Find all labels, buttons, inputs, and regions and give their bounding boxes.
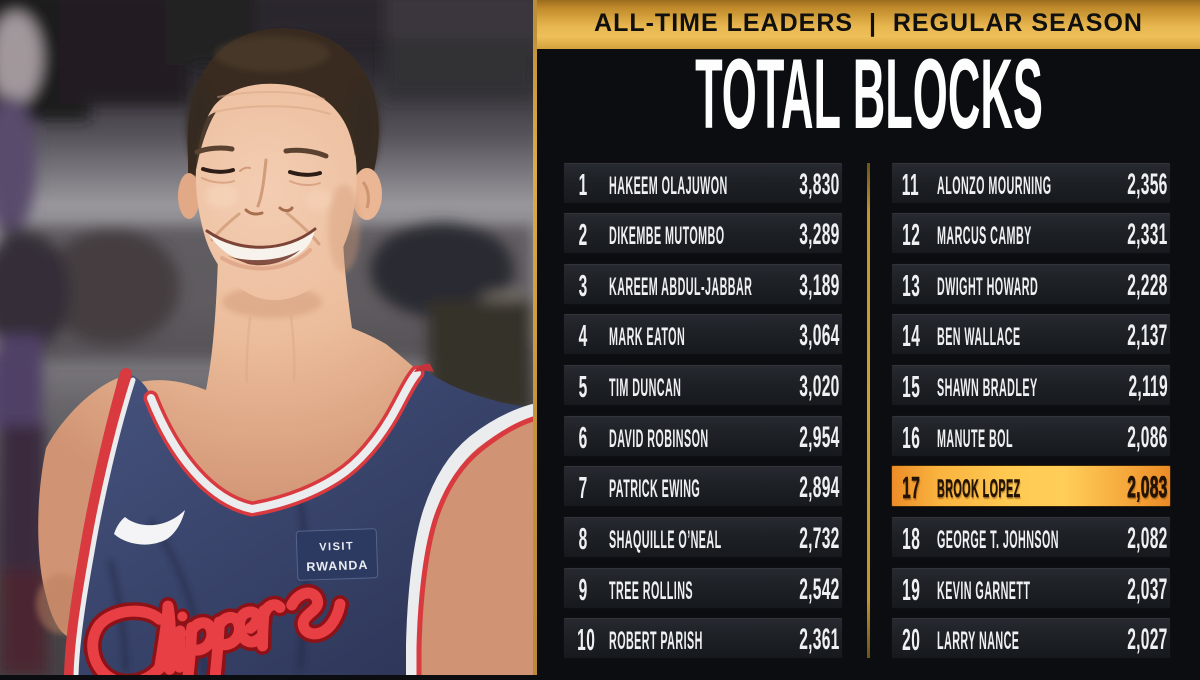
svg-text:RWANDA: RWANDA xyxy=(306,558,368,574)
svg-text:VISIT: VISIT xyxy=(319,540,354,553)
